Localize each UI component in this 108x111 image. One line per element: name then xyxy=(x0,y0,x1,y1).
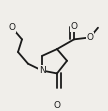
Text: O: O xyxy=(71,22,78,31)
Text: O: O xyxy=(9,23,16,32)
Text: O: O xyxy=(87,33,94,42)
Text: O: O xyxy=(53,101,60,110)
Text: N: N xyxy=(39,66,45,75)
